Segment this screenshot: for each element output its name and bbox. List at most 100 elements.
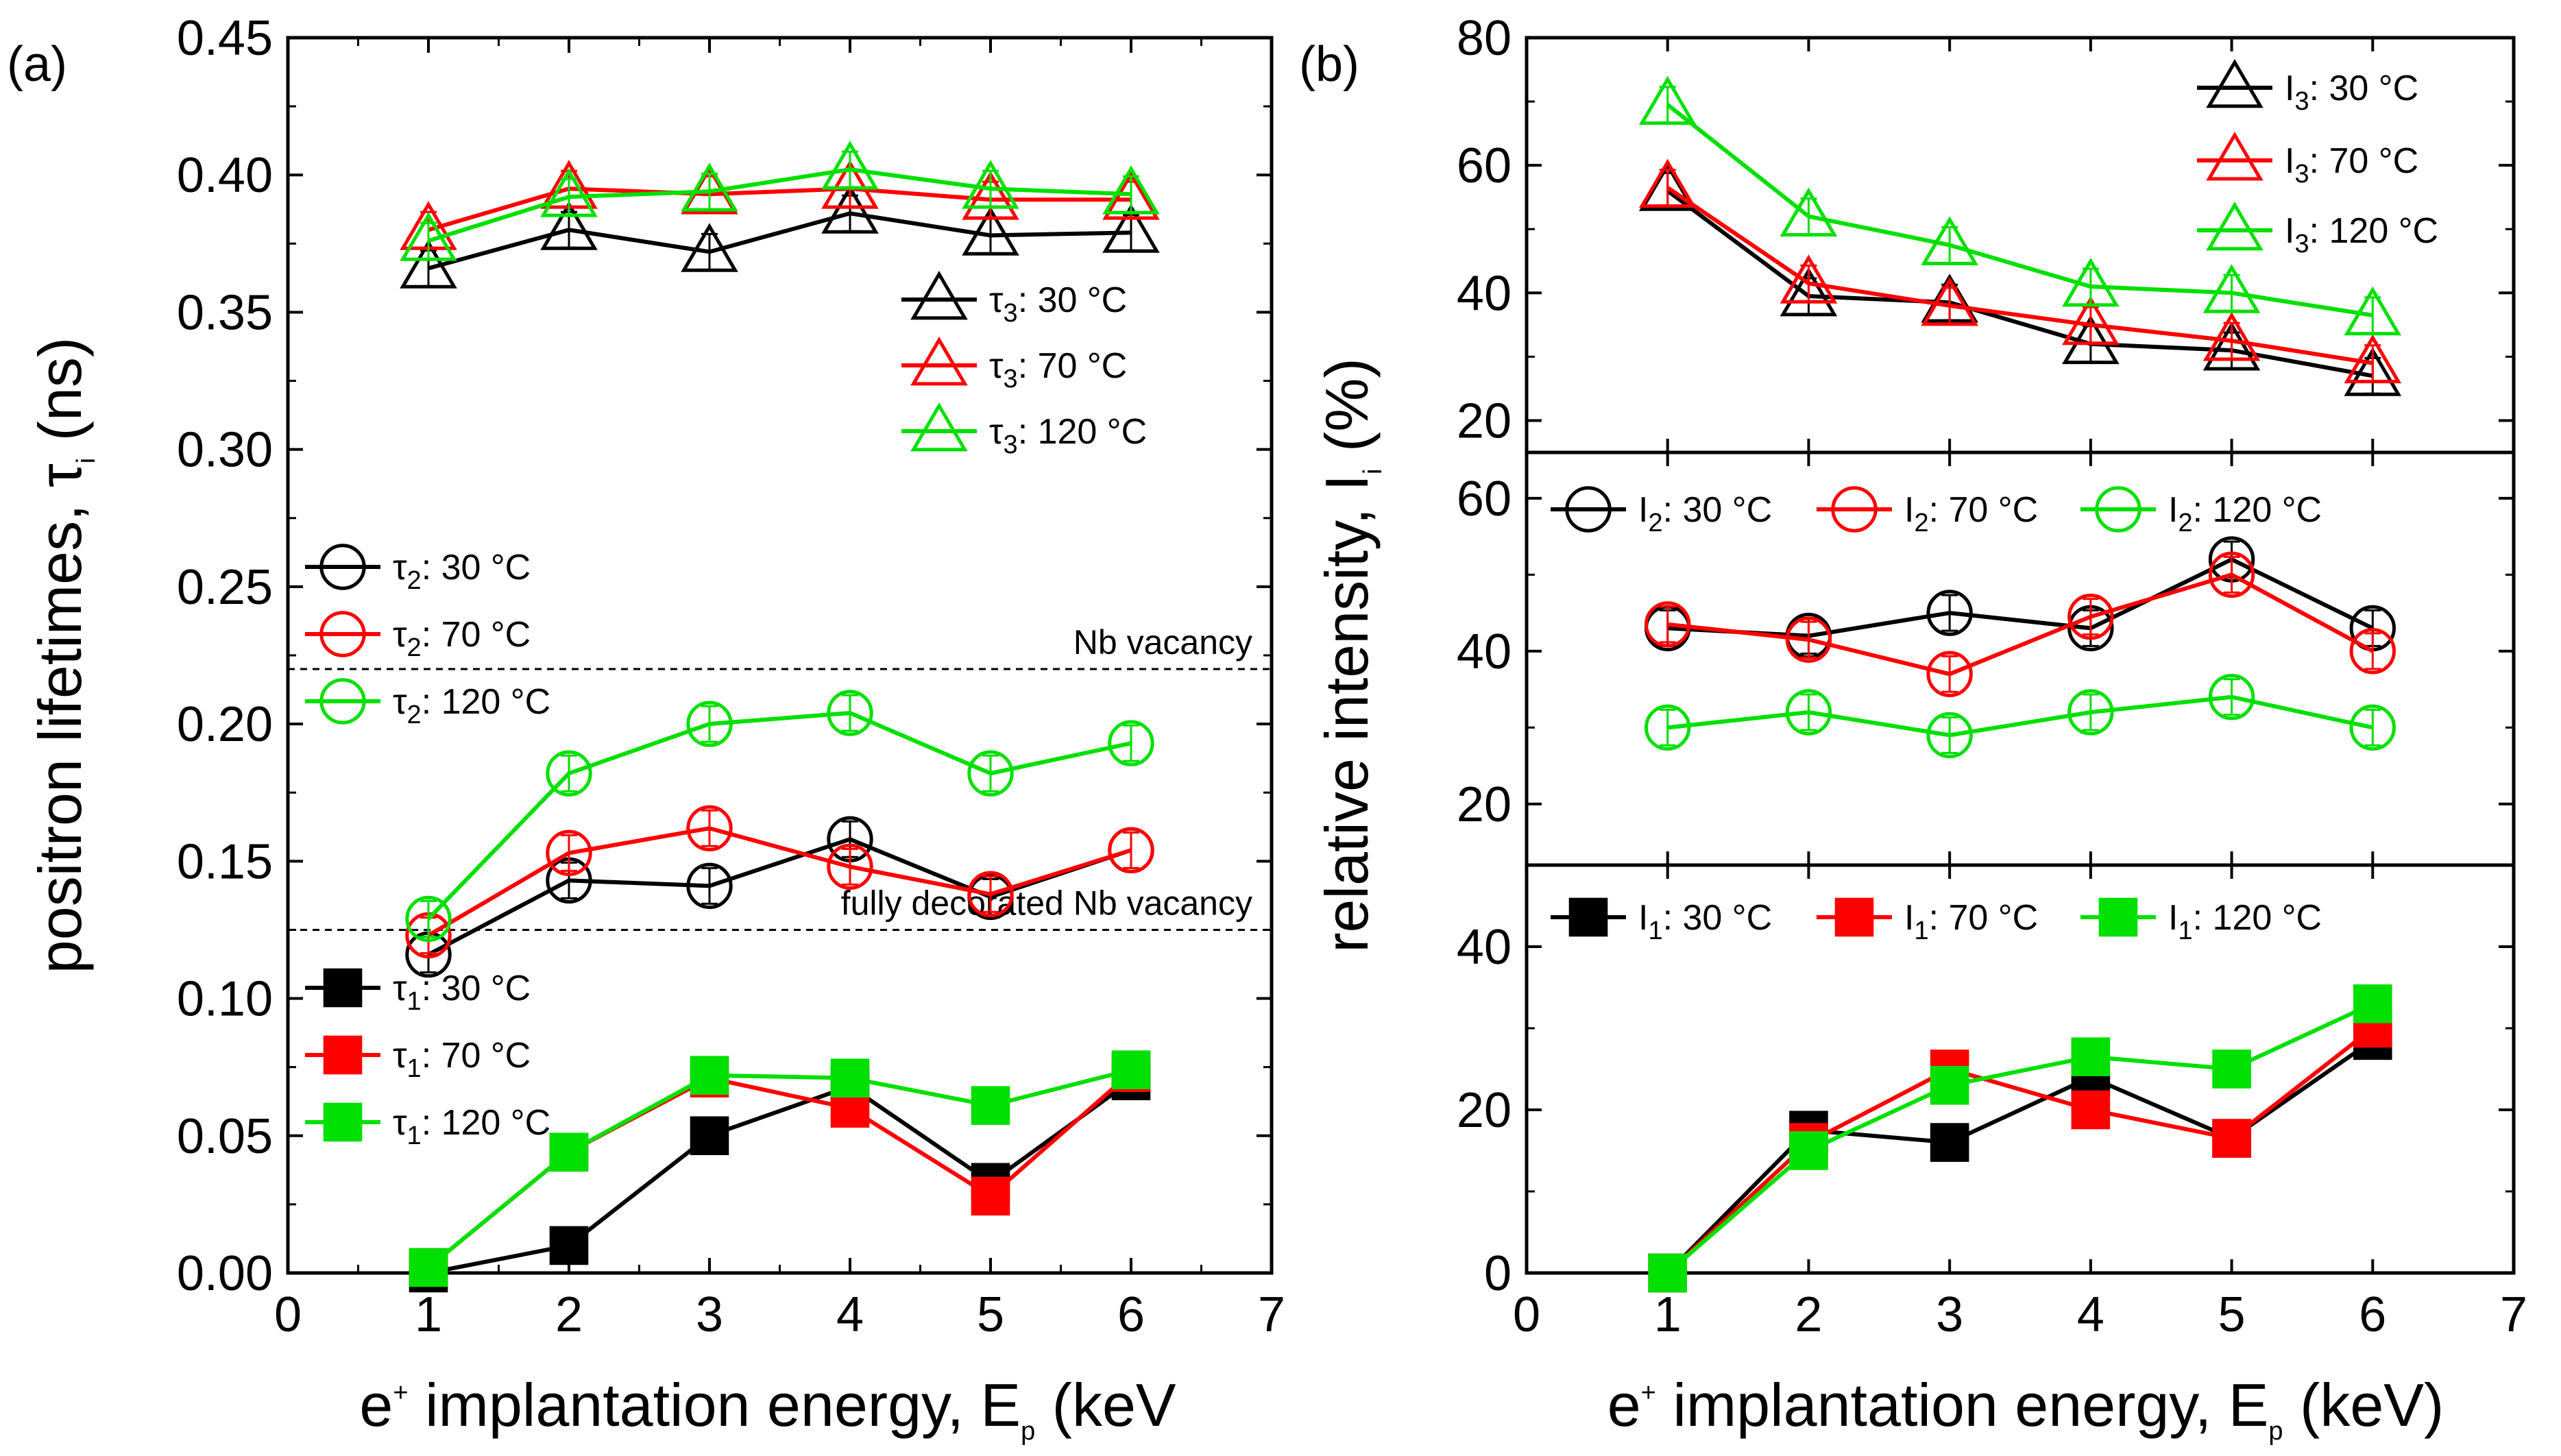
y-tick-label: 0.30: [177, 423, 273, 478]
series-a-4-point: [686, 805, 733, 851]
series-b2-2-point: [2067, 689, 2114, 736]
legend-b-i2-1-label: I2: 70 °C: [1904, 490, 2038, 537]
series-b1-0-point: [2062, 315, 2120, 365]
series-a-0-line: [428, 211, 1132, 271]
series-a-0-point: [821, 184, 879, 234]
series-b1-1-point: [1638, 158, 1697, 208]
series-b3-2-point: [1789, 1131, 1828, 1170]
y-tick-label: 0.20: [177, 697, 273, 752]
series-b3-2-line: [1666, 1002, 2374, 1275]
x-tick-label: 7: [1258, 1287, 1285, 1342]
series-a-5-point: [1108, 720, 1154, 766]
series-b1-1-point: [2062, 295, 2120, 345]
series-a-5-point: [405, 895, 452, 943]
legend-a-tau2-2-marker: [319, 678, 366, 725]
y-tick-label: 0.35: [177, 285, 273, 340]
legend-b-i3-1-marker: [2206, 131, 2263, 181]
series-a-3-point: [686, 862, 733, 910]
series-b2-1-point: [2349, 628, 2396, 675]
subplot-1: 20 40 60 80: [1457, 11, 2516, 454]
legend-a-tau1-0-label: τ1: 30 °C: [393, 969, 531, 1016]
legend-b-i3-0-marker: [2206, 58, 2263, 108]
x-tick-label: 0: [274, 1287, 302, 1342]
series-b3-2-point: [2353, 984, 2392, 1023]
series-b3-2-point: [2071, 1037, 2111, 1076]
series-b2-0-point: [1926, 590, 1973, 636]
series-a-8-point: [830, 1058, 870, 1097]
y-axis-label: positron lifetimes, τi (ns): [26, 337, 101, 973]
legend-a-tau1-1-label: τ1: 70 °C: [393, 1036, 531, 1083]
series-a-2-point: [400, 212, 457, 261]
series-a-4-point: [1108, 827, 1154, 874]
legend-a-tau2-0-marker: [319, 544, 366, 590]
x-tick-label: 4: [836, 1287, 864, 1342]
legend-a-tau2-1-marker: [319, 611, 366, 657]
series-b3-1-point: [2212, 1119, 2251, 1158]
series-a-2-point: [962, 160, 1019, 209]
series-a-7-point: [971, 1176, 1010, 1216]
legend-a-tau2-2-label: τ2: 120 °C: [393, 682, 550, 729]
series-a-4-point: [827, 843, 873, 890]
series-b1-2-point: [1921, 216, 1978, 265]
panel-b: 20 40 60 80 20 40 60 0 20 40 0 1 2 3 4 5 6 7 I3: 30 °C I3: …: [1299, 11, 2527, 1446]
legend-b-i3-1-label: I3: 70 °C: [2285, 141, 2418, 189]
y-tick-label: 20: [1457, 393, 1512, 448]
series-b2-2-point: [1785, 689, 1832, 736]
x-tick-label: 7: [2500, 1287, 2527, 1342]
series-a-2-point: [1102, 165, 1160, 215]
series-b1-2-point: [2344, 286, 2402, 336]
legend-a-tau1-2-marker: [323, 1102, 363, 1142]
y-axis-label: relative intensity, Ii (%): [1313, 358, 1387, 953]
x-tick-label: 3: [1936, 1287, 1963, 1342]
legend-a-tau3-2-marker: [910, 402, 968, 452]
series-b2-0-line: [1667, 557, 2374, 638]
legend-a-tau3-1-marker: [910, 336, 968, 386]
legend-a-tau2-0-label: τ2: 30 °C: [393, 548, 531, 595]
series-b1-0-point: [2202, 321, 2261, 371]
series-b3-1-line: [1666, 1026, 2375, 1275]
series-b3-0-line: [1666, 1039, 2374, 1275]
series-a-7-line: [427, 1071, 1132, 1270]
series-b2-1-point: [2067, 593, 2114, 640]
series-b1-1-point: [2344, 334, 2402, 384]
legend-b-i1-1-label: I1: 70 °C: [1904, 898, 2038, 945]
series-b2-1-point: [1644, 601, 1691, 648]
x-tick-label: 1: [415, 1287, 442, 1342]
series-b2-2-point: [1644, 704, 1691, 751]
y-tick-label: 0.45: [177, 11, 273, 66]
series-b3-2-point: [1648, 1253, 1688, 1293]
series-a-0-point: [1102, 204, 1160, 253]
legend-b-i1-2-label: I1: 120 °C: [2168, 898, 2322, 945]
series-a-8-point: [1111, 1050, 1151, 1089]
legend-a-tau1-2-label: τ1: 120 °C: [393, 1103, 550, 1150]
legend-b-i3-0-label: I3: 30 °C: [2285, 69, 2418, 116]
series-b2-1-point: [2208, 551, 2255, 598]
y-tick-label: 60: [1457, 138, 1512, 193]
y-tick-label: 40: [1457, 624, 1512, 679]
x-tick-label: 1: [1654, 1287, 1682, 1342]
y-tick-label: 0.40: [177, 148, 273, 203]
series-b2-2-line: [1667, 694, 2373, 738]
legend-b-i1-1-marker: [1834, 897, 1874, 937]
x-tick-label: 6: [2359, 1287, 2386, 1342]
y-tick-label: 0.00: [177, 1246, 273, 1301]
panel-label: (a): [7, 37, 67, 92]
legend-b-i1-2-marker: [2098, 897, 2138, 937]
y-tick-label: 0.10: [177, 972, 273, 1027]
series-a-1-line: [428, 186, 1131, 232]
series-b1-2-point: [1780, 187, 1838, 237]
x-tick-label: 3: [696, 1287, 723, 1342]
panel-label: (b): [1299, 37, 1359, 92]
series-b3-0-point: [1930, 1123, 1969, 1162]
legend-b-i2-0-marker: [1565, 486, 1612, 533]
y-tick-label: 40: [1457, 266, 1512, 321]
legend-b-i3-2-label: I3: 120 °C: [2285, 211, 2438, 258]
legend-a-tau3-0-marker: [910, 270, 968, 320]
x-tick-label: 5: [2218, 1287, 2246, 1342]
series-a-5-point: [546, 750, 592, 797]
y-tick-label: 20: [1457, 777, 1512, 832]
y-tick-label: 40: [1457, 920, 1512, 975]
series-b1-0-point: [2344, 347, 2402, 396]
y-tick-label: 60: [1457, 472, 1512, 526]
